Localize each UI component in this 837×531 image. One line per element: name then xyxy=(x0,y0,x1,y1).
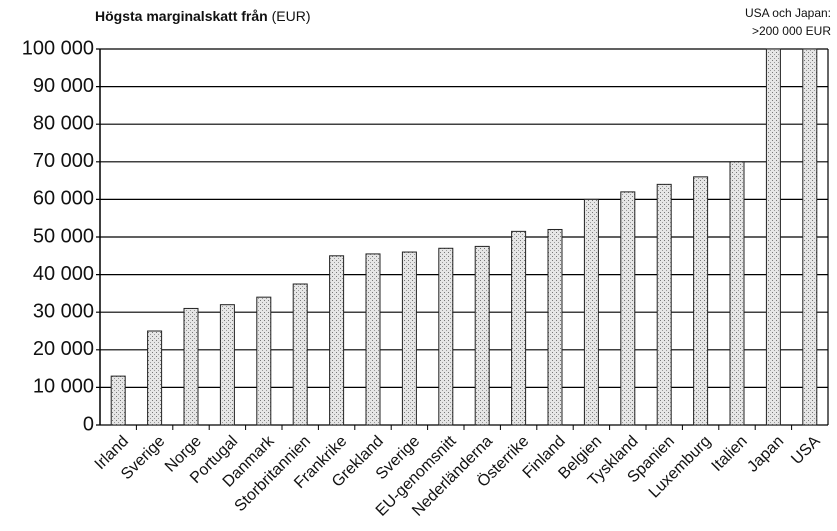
bar xyxy=(110,375,126,426)
bar xyxy=(365,253,381,426)
bar xyxy=(474,245,490,426)
y-tick-label: 100 000 xyxy=(22,37,94,59)
annotation: USA och Japan: xyxy=(745,6,831,20)
bar xyxy=(183,307,199,426)
bar xyxy=(147,330,163,426)
y-tick-label: 50 000 xyxy=(33,225,94,247)
y-tick-label: 40 000 xyxy=(33,263,94,285)
chart-title: Högsta marginalskatt från (EUR) xyxy=(95,8,311,24)
bar xyxy=(329,255,345,426)
y-tick-label: 90 000 xyxy=(33,75,94,97)
bar xyxy=(802,48,818,426)
annotation: >200 000 EUR xyxy=(752,24,831,38)
bar xyxy=(620,191,636,426)
bar xyxy=(256,296,272,426)
x-tick-label: USA xyxy=(788,433,824,469)
y-tick-label: 10 000 xyxy=(33,376,94,398)
bar xyxy=(547,228,563,426)
bar xyxy=(693,176,709,426)
bar xyxy=(729,161,745,426)
bar xyxy=(656,183,672,426)
bar xyxy=(583,198,599,426)
y-tick-label: 0 xyxy=(83,413,94,435)
bar xyxy=(401,251,417,426)
y-tick-label: 80 000 xyxy=(33,112,94,134)
bar xyxy=(219,304,235,426)
bar xyxy=(765,48,781,426)
y-tick-label: 30 000 xyxy=(33,300,94,322)
x-tick-label: Japan xyxy=(744,433,787,476)
bar xyxy=(438,247,454,426)
bar xyxy=(511,230,527,426)
x-tick-label: Italien xyxy=(709,433,751,475)
y-tick-label: 60 000 xyxy=(33,188,94,210)
y-tick-label: 20 000 xyxy=(33,338,94,360)
y-tick-label: 70 000 xyxy=(33,150,94,172)
bar xyxy=(292,283,308,426)
unit-text: (EUR) xyxy=(272,8,311,24)
title-text: Högsta marginalskatt från xyxy=(95,8,268,24)
